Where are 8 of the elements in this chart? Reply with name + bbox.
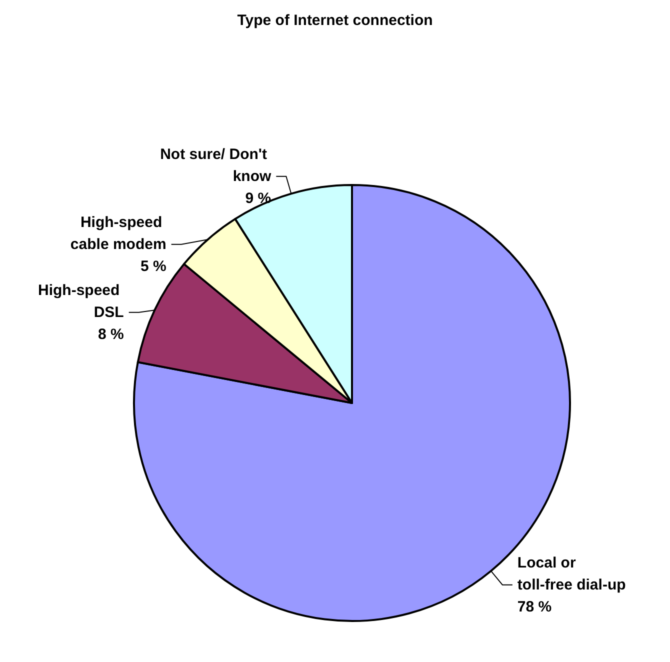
- slice-label: High-speed DSL: [38, 282, 124, 321]
- slice-label: Not sure/ Don't know: [160, 146, 272, 185]
- chart-title: Type of Internet connection: [237, 12, 433, 29]
- data-label: 8 %: [98, 326, 124, 343]
- data-label: 78 %: [517, 598, 552, 616]
- slice-label: High-speed cable modem: [70, 214, 166, 253]
- slice-label: Local or toll-free dial-up: [517, 554, 626, 594]
- data-label: 5 %: [140, 258, 166, 275]
